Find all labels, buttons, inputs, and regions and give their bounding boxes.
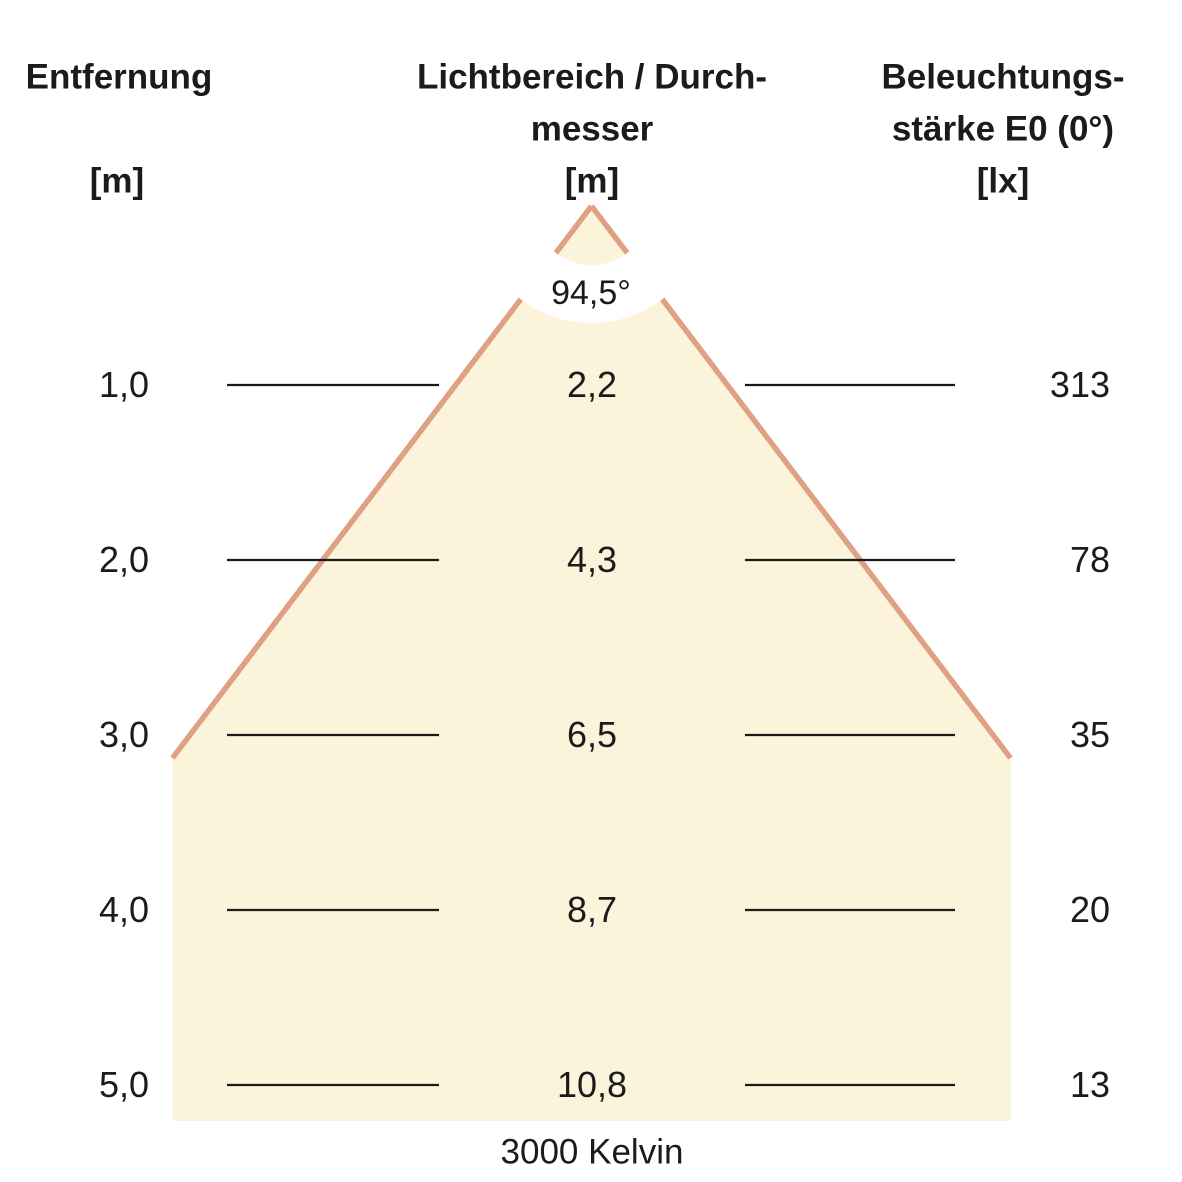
distance-value: 1,0 <box>98 364 150 405</box>
distance-value: 3,0 <box>98 714 150 755</box>
diameter-value: 8,7 <box>566 889 618 930</box>
illuminance-value: 35 <box>1069 714 1110 755</box>
diameter-value: 4,3 <box>566 539 618 580</box>
illuminance-value: 78 <box>1069 539 1110 580</box>
distance-value: 4,0 <box>98 889 150 930</box>
color-temperature-caption: 3000 Kelvin <box>500 1132 684 1172</box>
header-diameter-unit: [m] <box>564 161 620 201</box>
diameter-value: 10,8 <box>556 1064 628 1105</box>
cone-fill <box>172 206 1011 1121</box>
header-distance-title: Entfernung <box>25 57 213 97</box>
beam-angle-label: 94,5° <box>551 274 631 312</box>
angle-gap-ring <box>474 89 709 323</box>
distance-value: 2,0 <box>98 539 150 580</box>
header-illuminance-title-1: Beleuchtungs- <box>881 57 1125 97</box>
header-illuminance-title-2: stärke E0 (0°) <box>891 109 1115 149</box>
header-diameter-title-2: messer <box>530 109 654 149</box>
distance-value: 5,0 <box>98 1064 150 1105</box>
header-illuminance-unit: [lx] <box>976 161 1030 201</box>
diameter-value: 6,5 <box>566 714 618 755</box>
illuminance-value: 13 <box>1069 1064 1110 1105</box>
header-diameter-title-1: Lichtbereich / Durch- <box>416 57 768 97</box>
illuminance-value: 313 <box>1049 364 1110 405</box>
header-distance-unit: [m] <box>89 161 145 201</box>
diameter-value: 2,2 <box>566 364 618 405</box>
illuminance-value: 20 <box>1069 889 1110 930</box>
